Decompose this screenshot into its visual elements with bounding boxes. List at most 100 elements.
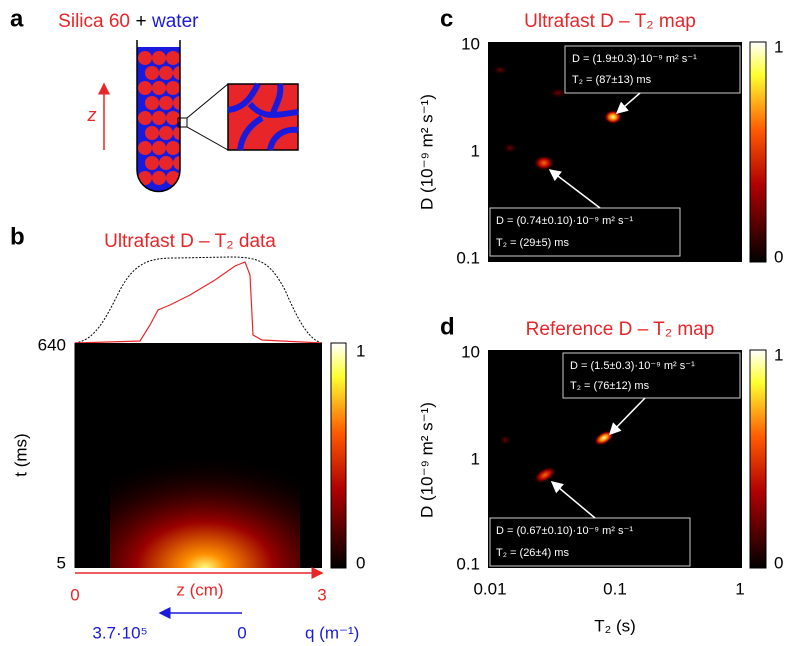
arrow — [615, 92, 641, 114]
bead — [152, 51, 166, 65]
colorbar-tick: 1 — [774, 345, 783, 364]
annotation: D = (1.5±0.3)·10⁻⁹ m² s⁻¹ — [570, 360, 695, 372]
x-tick-label: 0 — [70, 585, 79, 604]
colorbar-tick: 1 — [356, 341, 365, 360]
title-part: + — [135, 11, 146, 32]
title-part: water — [151, 11, 199, 32]
bead — [145, 126, 159, 140]
peak — [604, 110, 622, 124]
axis-label: z (cm) — [176, 580, 223, 599]
q-tick-label: 3.7·10⁵ — [92, 623, 147, 642]
x-tick-label: 1 — [735, 579, 744, 598]
bead — [159, 66, 173, 80]
bead — [152, 111, 166, 125]
y-tick-label: 640 — [38, 335, 66, 354]
peak — [492, 65, 508, 75]
heatmap-signal — [110, 440, 300, 568]
annotation-box — [564, 45, 741, 94]
y-tick-label: 5 — [57, 553, 66, 572]
bead — [159, 126, 173, 140]
colorbar-tick: 0 — [774, 247, 783, 266]
bead — [138, 111, 152, 125]
panel-letter: d — [440, 313, 455, 340]
arrow — [548, 169, 601, 209]
zoom-line — [186, 83, 229, 119]
x-tick-label: 0.01 — [473, 579, 506, 598]
axis-label: q (m⁻¹) — [305, 623, 359, 642]
bead — [138, 171, 152, 185]
y-tick-label: 1 — [471, 141, 480, 160]
y-tick-label: 10 — [461, 342, 480, 361]
colorbar — [749, 41, 767, 263]
bead — [166, 81, 180, 95]
x-tick-label: 3 — [317, 585, 326, 604]
inset — [227, 82, 299, 151]
colorbar — [330, 342, 347, 569]
bead — [152, 81, 166, 95]
panel-title: Reference D – T₂ map — [526, 319, 715, 340]
bead — [145, 96, 159, 110]
colorbar-tick: 0 — [774, 553, 783, 572]
y-tick-label: 1 — [471, 449, 480, 468]
annotation-box — [489, 517, 691, 567]
bead — [166, 51, 180, 65]
annotation-box — [562, 352, 741, 399]
y-tick-label: 0.1 — [456, 248, 480, 267]
bead — [138, 81, 152, 95]
tube-contents — [137, 47, 180, 192]
annotation: T₂ = (26±4) ms — [496, 547, 569, 559]
y-tick-label: 0.1 — [456, 554, 480, 573]
colorbar-tick: 1 — [774, 37, 783, 56]
panel-letter: c — [440, 5, 453, 32]
peak — [548, 87, 568, 99]
panel-letter: b — [10, 223, 25, 250]
bead — [138, 141, 152, 155]
axis-label: t (ms) — [11, 433, 30, 476]
bead — [166, 141, 180, 155]
annotation: T₂ = (87±13) ms — [572, 74, 652, 86]
bead — [138, 51, 152, 65]
annotation: T₂ = (76±12) ms — [570, 380, 650, 392]
zoom-line — [186, 126, 229, 151]
axis-label: D (10⁻⁹ m² s⁻¹) — [417, 402, 436, 518]
bead — [159, 96, 173, 110]
profile-fast — [74, 261, 323, 344]
axis-label: D (10⁻⁹ m² s⁻¹) — [417, 94, 436, 210]
annotation: D = (0.74±0.10)·10⁻⁹ m² s⁻¹ — [496, 215, 633, 227]
profile-total — [74, 256, 323, 344]
zoom-box — [177, 117, 188, 128]
colorbar — [749, 349, 767, 569]
bead — [145, 66, 159, 80]
bead — [173, 126, 180, 140]
bead — [152, 141, 166, 155]
panel-title: Ultrafast D – T₂ data — [104, 231, 276, 252]
peak — [533, 155, 555, 171]
arrow — [550, 481, 596, 519]
q-tick-label: 0 — [237, 623, 246, 642]
peak — [533, 466, 557, 484]
panel-title: Ultrafast D – T₂ map — [524, 11, 696, 32]
annotation: D = (1.9±0.3)·10⁻⁹ m² s⁻¹ — [572, 53, 697, 65]
annotation-box — [489, 207, 681, 257]
annotation: T₂ = (29±5) ms — [496, 237, 569, 249]
bead — [145, 156, 159, 170]
tube — [136, 40, 181, 193]
bead — [152, 171, 166, 185]
annotation: D = (0.67±0.10)·10⁻⁹ m² s⁻¹ — [496, 525, 633, 537]
x-tick-label: 0.1 — [603, 579, 627, 598]
axis-label: z — [87, 105, 97, 125]
bead — [173, 96, 180, 110]
bead — [166, 111, 180, 125]
bead — [173, 66, 180, 80]
axis-label: T₂ (s) — [594, 616, 636, 635]
y-tick-label: 10 — [461, 34, 480, 53]
peak — [499, 434, 511, 446]
panel-letter: a — [10, 5, 24, 32]
bead — [159, 156, 173, 170]
title-part: Silica 60 — [58, 11, 130, 32]
peak — [502, 142, 518, 154]
bead — [173, 156, 180, 170]
arrow — [608, 397, 646, 436]
colorbar-tick: 0 — [356, 553, 365, 572]
